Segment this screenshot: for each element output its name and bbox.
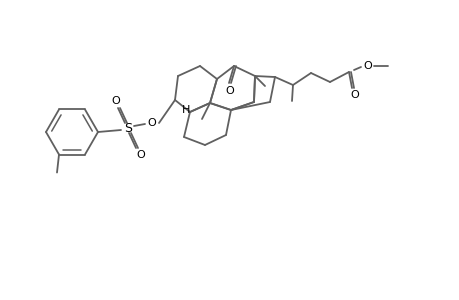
Text: O: O (225, 86, 234, 96)
Text: S: S (124, 122, 132, 134)
Text: O: O (363, 61, 372, 71)
Text: O: O (136, 150, 145, 160)
Text: O: O (147, 118, 156, 128)
Text: H: H (181, 105, 190, 115)
Text: O: O (112, 96, 120, 106)
Text: O: O (350, 90, 358, 100)
